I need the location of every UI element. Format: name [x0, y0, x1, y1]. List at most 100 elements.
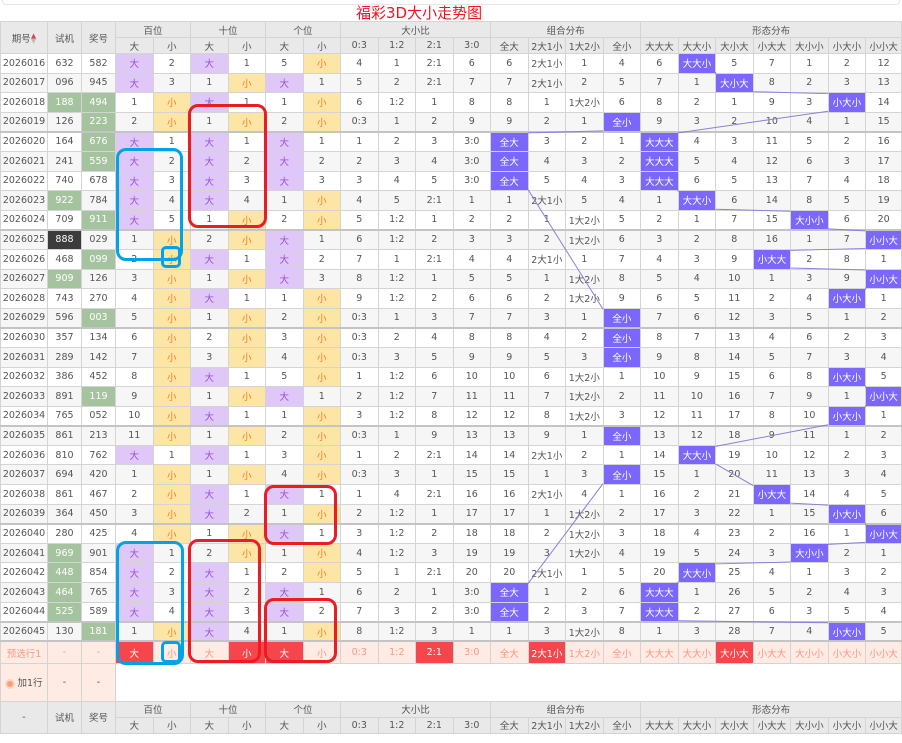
preselect-option-baiwei-small[interactable]: 小 — [152, 640, 192, 664]
miss-ratio-3-0: 11 — [452, 386, 492, 407]
preselect-option-gewei-small[interactable]: 小 — [302, 640, 342, 664]
miss-form-sbb: 1 — [752, 503, 792, 525]
preselect-option-ratio-3-0[interactable]: 3:0 — [452, 640, 492, 664]
period-cell: 2026035 — [0, 424, 48, 446]
jianghao-cell: 452 — [81, 366, 116, 388]
add-circle-icon[interactable] — [5, 678, 16, 689]
miss-ratio-0-3: 0:3 — [340, 307, 379, 329]
hit-shiwei-small: 小 — [227, 326, 267, 348]
hit-baiwei-small: 小 — [152, 386, 192, 407]
add-row-label[interactable]: 加1行 — [17, 678, 43, 690]
preselect-option-ratio-2-1[interactable]: 2:1 — [415, 640, 454, 664]
hit-gewei-small: 小 — [302, 288, 342, 309]
preselect-option-combo-2big1small[interactable]: 2大1小 — [527, 640, 567, 664]
preselect-option-form-ssb[interactable]: 小小大 — [865, 640, 902, 664]
jianghao-cell: 589 — [81, 601, 116, 623]
shiji-cell: 188 — [47, 92, 82, 113]
table-row: 2026016 632 582 大 2 大 1 5 小 4 1 2:1 6 6 2大1小 1 4 6 大大小 5 7 1 2… — [0, 53, 902, 74]
miss-form-bsb: 23 — [715, 522, 754, 544]
period-cell: 2026019 — [0, 111, 48, 133]
subheader-combo-all-big: 全大 — [490, 716, 529, 734]
preselect-option-ratio-1-2[interactable]: 1:2 — [377, 640, 417, 664]
shiji-cell: 448 — [47, 562, 82, 584]
preselect-option-baiwei-big[interactable]: 大 — [115, 640, 154, 664]
miss-form-sbs: 3 — [827, 562, 867, 584]
preselect-option-form-sbs[interactable]: 小大小 — [827, 640, 867, 664]
miss-shiwei-small: 1 — [227, 248, 267, 270]
hit-gewei-small: 小 — [302, 190, 342, 211]
hit-gewei-big: 大 — [265, 582, 304, 603]
add-row-button[interactable]: 加1行 — [0, 662, 48, 702]
miss-ratio-3-0: 6 — [452, 288, 492, 309]
miss-ratio-3-0: 6 — [452, 53, 492, 74]
table-row: 2026022 740 678 大 3 大 3 大 3 3 4 5 3:0 全大 5 4 3 大大大 6 5 13 7 4 1… — [0, 170, 902, 192]
miss-gewei-big: 3 — [265, 444, 304, 466]
preselect-option-gewei-big[interactable]: 大 — [265, 640, 304, 664]
group-header: 十位 — [190, 21, 267, 38]
miss-shiwei-small: 3 — [227, 601, 267, 623]
miss-form-sbs: 7 — [827, 228, 867, 250]
miss-ratio-3-0: 9 — [452, 346, 492, 368]
preselect-option-form-bsb[interactable]: 大小大 — [715, 640, 754, 664]
preselect-option-combo-1big2small[interactable]: 1大2小 — [565, 640, 604, 664]
preselect-option-form-bbs[interactable]: 大大小 — [677, 640, 717, 664]
miss-combo-2big1small: 1 — [527, 268, 567, 290]
miss-form-bbs: 3 — [677, 620, 717, 642]
shiji-cell: 364 — [47, 503, 82, 525]
preselect-option-ratio-0-3[interactable]: 0:3 — [340, 640, 379, 664]
miss-gewei-small: 3 — [302, 268, 342, 290]
shiji-cell: 922 — [47, 190, 82, 211]
subheader-form-ssb: 小小大 — [865, 716, 902, 734]
hit-baiwei-small: 小 — [152, 326, 192, 348]
hit-shiwei-big: 大 — [190, 248, 229, 270]
preselect-option-form-bss[interactable]: 大小小 — [790, 640, 829, 664]
table-row: 2026042 448 854 大 2 大 1 2 小 5 1 2:1 20 20 2大1小 1 5 20 大大小 2… — [0, 562, 902, 584]
hit-shiwei-big: 大 — [190, 601, 229, 623]
miss-form-sbb: 6 — [752, 601, 792, 623]
hit-form-sbs: 小大小 — [827, 366, 867, 388]
miss-baiwei-small: 3 — [152, 72, 192, 94]
subheader-form-bbs: 大大小 — [677, 37, 717, 54]
hit-baiwei-small: 小 — [152, 248, 192, 270]
miss-ratio-1-2: 4 — [377, 484, 417, 505]
hit-baiwei-big: 大 — [115, 562, 154, 584]
miss-form-sbb: 2 — [752, 522, 792, 544]
miss-combo-2big1small: 1 — [527, 209, 567, 231]
miss-form-sbb: 7 — [752, 386, 792, 407]
miss-form-bss: 4 — [790, 288, 829, 309]
hit-shiwei-small: 小 — [227, 346, 267, 368]
shiji-cell: 525 — [47, 601, 82, 623]
miss-form-ssb: 5 — [865, 366, 902, 388]
miss-ratio-3-0: 8 — [452, 326, 492, 348]
hit-baiwei-small: 小 — [152, 268, 192, 290]
miss-gewei-big: 1 — [265, 288, 304, 309]
hit-shiwei-small: 小 — [227, 542, 267, 564]
miss-combo-all-big: 1 — [490, 620, 529, 642]
miss-form-sbb: 3 — [752, 307, 792, 329]
preselect-option-shiwei-big[interactable]: 大 — [190, 640, 229, 664]
miss-combo-all-big: 11 — [490, 386, 529, 407]
miss-form-bsb: 5 — [715, 170, 754, 192]
trend-table: 期号▲ ▼ 试机 奖号 百位 十位 个位 大小比 组合分布 形态分布大小大小大小 0:3 1:2 2:1… — [0, 21, 902, 734]
preselect-option-shiwei-small[interactable]: 小 — [227, 640, 267, 664]
preselect-option-combo-all-small[interactable]: 全小 — [602, 640, 642, 664]
period-cell: 2026030 — [0, 326, 48, 348]
miss-form-sbs: 4 — [827, 484, 867, 505]
hit-gewei-small: 小 — [302, 326, 342, 348]
period-header[interactable]: 期号▲ ▼ — [0, 21, 48, 54]
miss-combo-all-big: 9 — [490, 346, 529, 368]
miss-form-bbb: 1 — [640, 190, 679, 211]
miss-ratio-0-3: 4 — [340, 53, 379, 74]
sort-icon[interactable]: ▲ ▼ — [30, 32, 37, 45]
period-header: - — [0, 700, 48, 734]
preselect-option-form-bbb[interactable]: 大大大 — [640, 640, 679, 664]
group-header: 百位 — [114, 21, 192, 38]
preselect-option-combo-all-big[interactable]: 全大 — [490, 640, 529, 664]
miss-combo-1big2small: 1 — [565, 53, 604, 74]
miss-form-bbs: 2 — [677, 484, 717, 505]
preselect-option-form-sbb[interactable]: 小大大 — [752, 640, 792, 664]
miss-combo-1big2small: 1 — [565, 562, 604, 584]
miss-baiwei-small: 1 — [152, 130, 192, 152]
miss-form-ssb: 5 — [865, 484, 902, 505]
miss-form-bbs: 2 — [677, 601, 717, 623]
